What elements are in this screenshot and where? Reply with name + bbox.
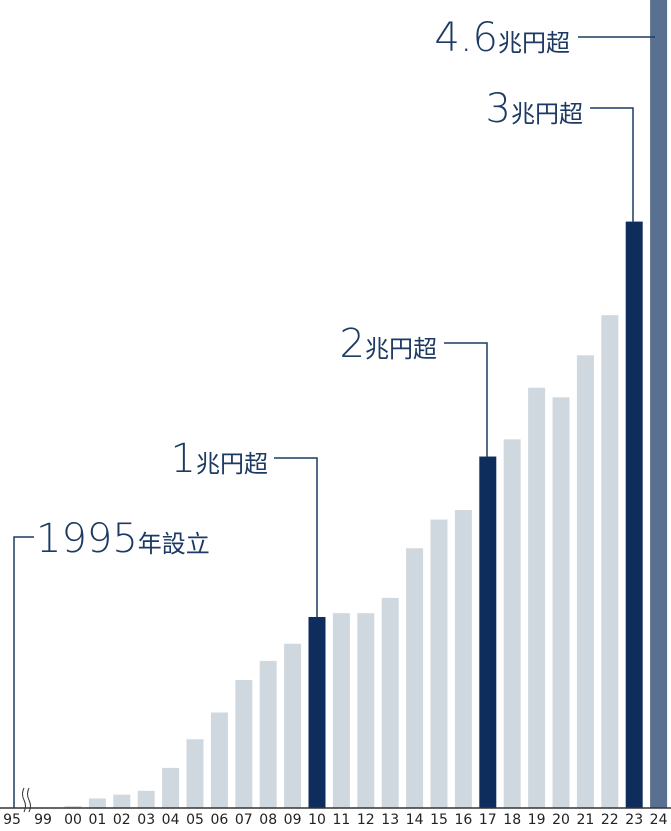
bar (625, 221, 643, 808)
x-tick-label: 17 (479, 812, 497, 828)
annotation-unit: 年設立 (138, 530, 210, 558)
x-tick-label: 00 (64, 812, 82, 828)
annotation-unit: 兆円超 (196, 450, 268, 478)
annotation-connector (13, 536, 34, 808)
bar (576, 355, 594, 808)
x-tick-label: 14 (406, 812, 424, 828)
x-tick-label: 01 (88, 812, 106, 828)
x-tick-label: 16 (454, 812, 472, 828)
bar (381, 597, 399, 808)
x-tick-label: 09 (284, 812, 302, 828)
bar (64, 806, 82, 808)
x-tick-label: 95 (3, 812, 21, 828)
bar (88, 798, 106, 808)
x-tick-label: 19 (528, 812, 546, 828)
x-tick-label: 07 (235, 812, 253, 828)
x-tick-label: 08 (259, 812, 277, 828)
annotation-number: 3 (486, 86, 511, 132)
bar (528, 387, 546, 808)
bar (454, 510, 472, 808)
annotation-number: 2 (340, 321, 365, 367)
bar (113, 794, 131, 808)
annotation: 2兆円超 (340, 321, 437, 367)
x-tick-label: 03 (137, 812, 155, 828)
x-tick-label: 22 (601, 812, 619, 828)
bar (430, 519, 448, 808)
x-tick-label: 18 (503, 812, 521, 828)
bar (406, 548, 424, 808)
annotation: 3兆円超 (486, 86, 583, 132)
annotation: 1兆円超 (171, 436, 268, 482)
x-tick-label: 06 (210, 812, 228, 828)
bar (479, 456, 497, 808)
bar (186, 739, 204, 808)
annotation-number: 1 (171, 436, 196, 482)
annotation: 1995年設立 (36, 516, 210, 562)
bar (210, 712, 228, 808)
bar (137, 790, 155, 808)
x-tick-label: 23 (625, 812, 643, 828)
bar (332, 613, 350, 808)
annotation-unit: 兆円超 (365, 335, 437, 363)
x-tick-label: 10 (308, 812, 326, 828)
bar (162, 767, 180, 808)
x-tick-label: 21 (576, 812, 594, 828)
x-tick-label: 15 (430, 812, 448, 828)
bar (284, 643, 302, 808)
x-tick-label: 13 (381, 812, 399, 828)
annotation-connector (444, 342, 488, 457)
x-tick-label: 20 (552, 812, 570, 828)
x-tick-label: 99 (34, 812, 52, 828)
bar (357, 613, 375, 808)
annotation-unit: 兆円超 (498, 29, 570, 57)
x-tick-label: 24 (650, 812, 668, 828)
annotation-unit: 兆円超 (511, 100, 583, 128)
annotation-connector (590, 107, 634, 222)
x-tick-label: 12 (357, 812, 375, 828)
bar (235, 680, 253, 808)
annotation: 4.6兆円超 (434, 15, 570, 61)
annotation-number: 4.6 (434, 15, 498, 61)
bar (552, 397, 570, 808)
bar (601, 315, 619, 808)
bar (259, 660, 277, 808)
annotation-number: 1995 (36, 516, 138, 562)
x-tick-label: 02 (113, 812, 131, 828)
bar (503, 439, 521, 808)
x-tick-label: 05 (186, 812, 204, 828)
annotation-connector (274, 457, 318, 617)
x-tick-label: 11 (332, 812, 350, 828)
bar (650, 0, 668, 808)
axis-break (22, 787, 31, 813)
x-tick-label: 04 (162, 812, 180, 828)
bar (308, 616, 326, 808)
